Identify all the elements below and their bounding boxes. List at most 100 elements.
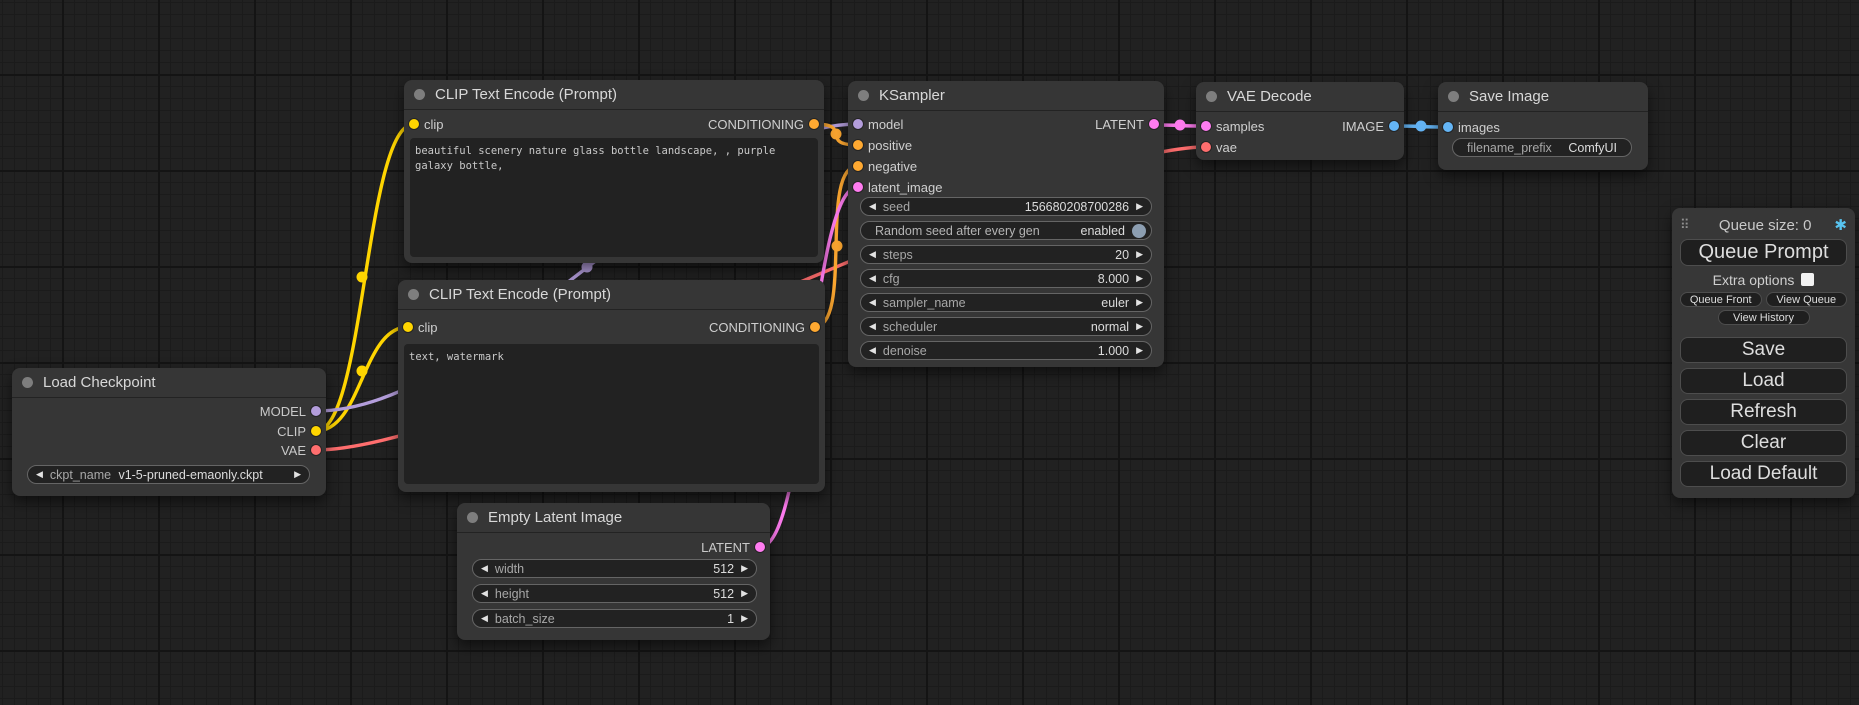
clip-input-dot[interactable] bbox=[409, 119, 419, 129]
collapse-dot[interactable] bbox=[1206, 91, 1217, 102]
node-clip-text-encode-negative[interactable]: CLIP Text Encode (Prompt) clip CONDITION… bbox=[398, 280, 825, 492]
refresh-button[interactable]: Refresh bbox=[1680, 399, 1847, 425]
decrement-arrow-icon[interactable]: ◀ bbox=[869, 249, 876, 259]
node-vae-decode[interactable]: VAE Decode samples IMAGE vae bbox=[1196, 82, 1404, 160]
increment-arrow-icon[interactable]: ▶ bbox=[741, 613, 748, 623]
node-ksampler[interactable]: KSampler model LATENT positive negative … bbox=[848, 81, 1164, 367]
save-button[interactable]: Save bbox=[1680, 337, 1847, 363]
node-title: KSampler bbox=[879, 87, 945, 104]
decrement-arrow-icon[interactable]: ◀ bbox=[481, 588, 488, 598]
node-title-bar[interactable]: CLIP Text Encode (Prompt) bbox=[404, 80, 824, 110]
increment-arrow-icon[interactable]: ▶ bbox=[1136, 273, 1143, 283]
positive-input-dot[interactable] bbox=[853, 140, 863, 150]
widget-batch-size[interactable]: ◀ batch_size 1 ▶ bbox=[472, 609, 757, 628]
link-midpoint-dot bbox=[356, 271, 368, 283]
latent-image-input-dot[interactable] bbox=[853, 182, 863, 192]
load-default-button[interactable]: Load Default bbox=[1680, 461, 1847, 487]
collapse-dot[interactable] bbox=[1448, 91, 1459, 102]
node-empty-latent-image[interactable]: Empty Latent Image LATENT ◀ width 512 ▶ … bbox=[457, 503, 770, 640]
images-input-dot[interactable] bbox=[1443, 122, 1453, 132]
increment-arrow-icon[interactable]: ▶ bbox=[1136, 201, 1143, 211]
node-clip-text-encode-positive[interactable]: CLIP Text Encode (Prompt) clip CONDITION… bbox=[404, 80, 824, 263]
queue-panel: ⠿ Queue size: 0 ✱ Queue Prompt Extra opt… bbox=[1672, 208, 1855, 498]
widget-seed[interactable]: ◀ seed 156680208700286 ▶ bbox=[860, 197, 1152, 216]
widget-denoise[interactable]: ◀ denoise 1.000 ▶ bbox=[860, 341, 1152, 360]
decrement-arrow-icon[interactable]: ◀ bbox=[869, 273, 876, 283]
increment-arrow-icon[interactable]: ▶ bbox=[1136, 297, 1143, 307]
widget-label: Random seed after every gen bbox=[875, 223, 1040, 238]
node-title-bar[interactable]: Empty Latent Image bbox=[457, 503, 770, 533]
increment-arrow-icon[interactable]: ▶ bbox=[294, 469, 301, 479]
extra-options-checkbox[interactable] bbox=[1801, 273, 1815, 286]
widget-width[interactable]: ◀ width 512 ▶ bbox=[472, 559, 757, 578]
drag-handle-icon[interactable]: ⠿ bbox=[1680, 217, 1690, 232]
increment-arrow-icon[interactable]: ▶ bbox=[741, 588, 748, 598]
view-queue-button[interactable]: View Queue bbox=[1765, 292, 1847, 307]
node-title-bar[interactable]: Load Checkpoint bbox=[12, 368, 326, 398]
collapse-dot[interactable] bbox=[858, 90, 869, 101]
slot-label: VAE bbox=[280, 442, 306, 458]
decrement-arrow-icon[interactable]: ◀ bbox=[36, 469, 43, 479]
clip-input-dot[interactable] bbox=[403, 322, 413, 332]
widget-height[interactable]: ◀ height 512 ▶ bbox=[472, 584, 757, 603]
node-title: Save Image bbox=[1469, 88, 1550, 105]
slot-label: CONDITIONING bbox=[708, 319, 805, 335]
queue-prompt-button[interactable]: Queue Prompt bbox=[1680, 239, 1847, 266]
link-midpoint-dot bbox=[830, 128, 842, 140]
link-midpoint-dot bbox=[831, 240, 843, 252]
node-title-bar[interactable]: VAE Decode bbox=[1196, 82, 1404, 112]
conditioning-output-dot[interactable] bbox=[809, 119, 819, 129]
conditioning-output-dot[interactable] bbox=[810, 322, 820, 332]
slot-label: clip bbox=[418, 319, 438, 335]
collapse-dot[interactable] bbox=[22, 377, 33, 388]
decrement-arrow-icon[interactable]: ◀ bbox=[481, 613, 488, 623]
decrement-arrow-icon[interactable]: ◀ bbox=[481, 563, 488, 573]
increment-arrow-icon[interactable]: ▶ bbox=[1136, 321, 1143, 331]
prompt-text-area[interactable]: text, watermark bbox=[404, 344, 819, 484]
increment-arrow-icon[interactable]: ▶ bbox=[1136, 345, 1143, 355]
image-output-dot[interactable] bbox=[1389, 121, 1399, 131]
vae-output-dot[interactable] bbox=[311, 445, 321, 455]
widget-random-seed-toggle[interactable]: Random seed after every gen enabled bbox=[860, 221, 1152, 240]
latent-output-dot[interactable] bbox=[755, 542, 765, 552]
prompt-text-area[interactable]: beautiful scenery nature glass bottle la… bbox=[410, 138, 818, 257]
clear-button[interactable]: Clear bbox=[1680, 430, 1847, 456]
increment-arrow-icon[interactable]: ▶ bbox=[1136, 249, 1143, 259]
decrement-arrow-icon[interactable]: ◀ bbox=[869, 297, 876, 307]
decrement-arrow-icon[interactable]: ◀ bbox=[869, 345, 876, 355]
decrement-arrow-icon[interactable]: ◀ bbox=[869, 321, 876, 331]
queue-front-button[interactable]: Queue Front bbox=[1680, 292, 1762, 307]
widget-ckpt-name[interactable]: ◀ ckpt_name v1-5-pruned-emaonly.ckpt ▶ bbox=[27, 465, 310, 484]
widget-cfg[interactable]: ◀ cfg 8.000 ▶ bbox=[860, 269, 1152, 288]
node-load-checkpoint[interactable]: Load Checkpoint MODEL CLIP VAE ◀ ckpt_na… bbox=[12, 368, 326, 496]
widget-scheduler[interactable]: ◀ scheduler normal ▶ bbox=[860, 317, 1152, 336]
node-title-bar[interactable]: Save Image bbox=[1438, 82, 1648, 112]
model-output-dot[interactable] bbox=[311, 406, 321, 416]
node-title-bar[interactable]: CLIP Text Encode (Prompt) bbox=[398, 280, 825, 310]
slot-label: CONDITIONING bbox=[707, 116, 804, 132]
settings-gear-icon[interactable]: ✱ bbox=[1834, 217, 1847, 234]
collapse-dot[interactable] bbox=[467, 512, 478, 523]
decrement-arrow-icon[interactable]: ◀ bbox=[869, 201, 876, 211]
load-button[interactable]: Load bbox=[1680, 368, 1847, 394]
negative-input-dot[interactable] bbox=[853, 161, 863, 171]
widget-sampler-name[interactable]: ◀ sampler_name euler ▶ bbox=[860, 293, 1152, 312]
collapse-dot[interactable] bbox=[414, 89, 425, 100]
widget-filename-prefix[interactable]: filename_prefix ComfyUI bbox=[1452, 138, 1632, 157]
widget-label: seed bbox=[882, 199, 911, 214]
clip-output-dot[interactable] bbox=[311, 426, 321, 436]
model-input-dot[interactable] bbox=[853, 119, 863, 129]
widget-steps[interactable]: ◀ steps 20 ▶ bbox=[860, 245, 1152, 264]
node-title-bar[interactable]: KSampler bbox=[848, 81, 1164, 111]
latent-output-dot[interactable] bbox=[1149, 119, 1159, 129]
view-history-button[interactable]: View History bbox=[1717, 310, 1810, 325]
slot-label: latent_image bbox=[868, 179, 943, 195]
collapse-dot[interactable] bbox=[408, 289, 419, 300]
toggle-dot[interactable] bbox=[1132, 223, 1146, 238]
samples-input-dot[interactable] bbox=[1201, 121, 1211, 131]
increment-arrow-icon[interactable]: ▶ bbox=[741, 563, 748, 573]
link-midpoint-dot bbox=[356, 365, 368, 377]
vae-input-dot[interactable] bbox=[1201, 142, 1211, 152]
node-save-image[interactable]: Save Image images filename_prefix ComfyU… bbox=[1438, 82, 1648, 170]
